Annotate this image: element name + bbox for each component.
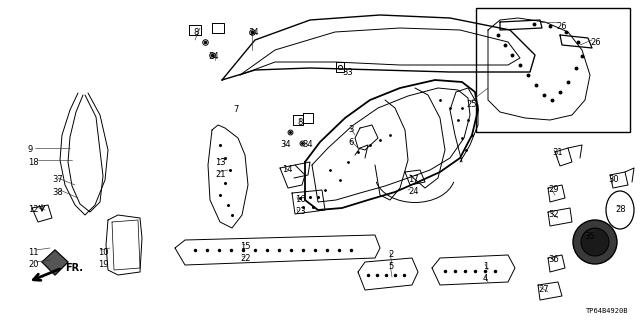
Text: 13: 13 — [215, 158, 226, 167]
Text: 4: 4 — [483, 274, 488, 283]
Text: 19: 19 — [98, 260, 109, 269]
Text: 1: 1 — [483, 262, 488, 271]
Text: 9: 9 — [28, 145, 33, 154]
Text: 23: 23 — [295, 207, 306, 216]
Text: 18: 18 — [28, 158, 38, 167]
Polygon shape — [42, 250, 68, 275]
Text: 27: 27 — [538, 285, 548, 294]
Circle shape — [581, 228, 609, 256]
Text: 36: 36 — [548, 255, 559, 264]
Text: 29: 29 — [548, 185, 559, 194]
Text: 25: 25 — [466, 100, 477, 109]
Text: 11: 11 — [28, 248, 38, 257]
Text: 26: 26 — [590, 38, 600, 47]
Text: TP64B4920B: TP64B4920B — [586, 308, 628, 314]
Text: 14: 14 — [282, 165, 292, 174]
Text: 17: 17 — [408, 175, 419, 184]
Text: 30: 30 — [608, 175, 619, 184]
Text: 15: 15 — [240, 242, 250, 251]
Text: 2: 2 — [388, 250, 393, 259]
Text: 32: 32 — [548, 210, 559, 219]
Text: 28: 28 — [615, 205, 626, 214]
Text: 22: 22 — [240, 254, 250, 263]
Text: 12: 12 — [28, 205, 38, 214]
Text: 21: 21 — [215, 170, 225, 179]
Text: 34: 34 — [208, 52, 219, 61]
Text: 34: 34 — [280, 140, 291, 149]
Text: 7: 7 — [233, 105, 238, 114]
Text: 8: 8 — [193, 28, 198, 37]
Text: 34: 34 — [302, 140, 312, 149]
Text: 6: 6 — [348, 138, 353, 147]
Text: 5: 5 — [388, 262, 393, 271]
Text: 31: 31 — [552, 148, 563, 157]
Circle shape — [573, 220, 617, 264]
Text: 16: 16 — [295, 195, 306, 204]
Text: 26: 26 — [556, 22, 566, 31]
Text: FR.: FR. — [65, 263, 83, 273]
Text: 33: 33 — [342, 68, 353, 77]
Text: 24: 24 — [408, 187, 419, 196]
Text: 35: 35 — [584, 232, 595, 241]
Bar — [476, 8, 630, 132]
Text: 10: 10 — [98, 248, 109, 257]
Text: 3: 3 — [348, 125, 353, 134]
Text: 20: 20 — [28, 260, 38, 269]
Text: 34: 34 — [248, 28, 259, 37]
Text: 38: 38 — [52, 188, 63, 197]
Text: 8: 8 — [297, 118, 302, 127]
Text: 37: 37 — [52, 175, 63, 184]
